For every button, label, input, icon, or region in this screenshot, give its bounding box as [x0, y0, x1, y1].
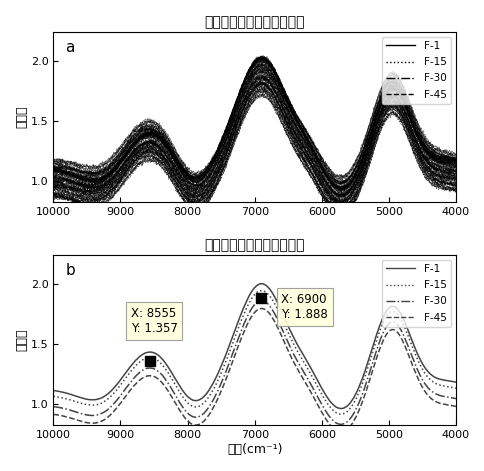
Text: X: 8555
Y: 1.357: X: 8555 Y: 1.357: [130, 307, 177, 335]
Text: X: 6900
Y: 1.888: X: 6900 Y: 1.888: [281, 293, 328, 321]
Text: a: a: [65, 40, 75, 55]
Legend: F-1, F-15, F-30, F-45: F-1, F-15, F-30, F-45: [381, 260, 450, 327]
Title: 冰鲜牛肉平均近红外光谱图: 冰鲜牛肉平均近红外光谱图: [204, 238, 304, 252]
Y-axis label: 吸光值: 吸光值: [15, 106, 28, 128]
X-axis label: 波数(cm⁻¹): 波数(cm⁻¹): [227, 443, 282, 456]
Y-axis label: 吸光值: 吸光值: [15, 329, 28, 351]
Title: 冰鲜牛肉原始近红外光谱图: 冰鲜牛肉原始近红外光谱图: [204, 15, 304, 29]
Legend: F-1, F-15, F-30, F-45: F-1, F-15, F-30, F-45: [381, 37, 450, 104]
Text: b: b: [65, 263, 75, 278]
